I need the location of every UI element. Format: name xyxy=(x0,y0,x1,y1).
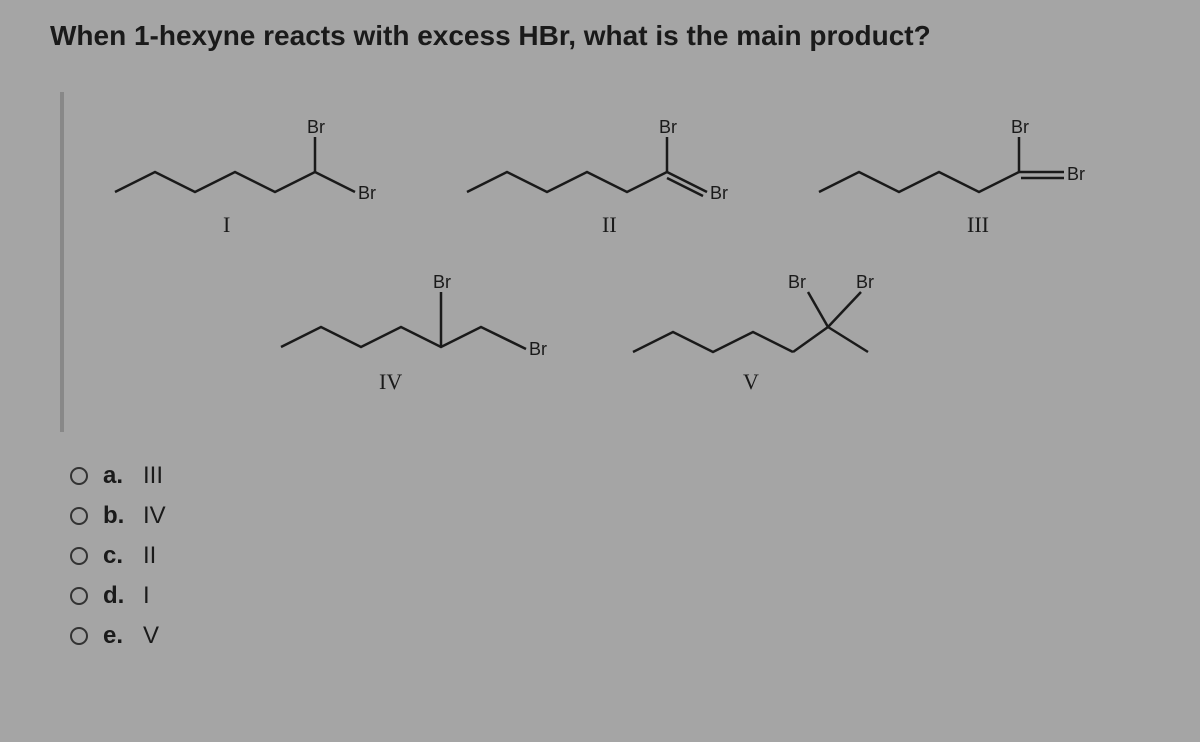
structure-II: Br Br II xyxy=(447,117,777,257)
atom-label: Br xyxy=(529,339,547,359)
option-b[interactable]: b. IV xyxy=(70,502,1150,530)
structure-V: Br Br V xyxy=(613,267,943,407)
option-value: I xyxy=(143,582,150,610)
option-letter: c. xyxy=(103,542,138,570)
atom-label: Br xyxy=(358,183,376,203)
atom-label: Br xyxy=(659,117,677,137)
option-value: III xyxy=(143,462,163,490)
structure-I: Br Br I xyxy=(95,117,425,257)
atom-label: Br xyxy=(1011,117,1029,137)
option-value: IV xyxy=(143,502,166,530)
roman-label-IV: IV xyxy=(379,369,402,394)
structure-IV: Br Br IV xyxy=(251,267,581,407)
option-e[interactable]: e. V xyxy=(70,622,1150,650)
option-letter: a. xyxy=(103,462,138,490)
structures-row-1: Br Br I Br Br II xyxy=(84,112,1140,262)
roman-label-II: II xyxy=(602,212,617,237)
radio-icon[interactable] xyxy=(70,507,88,525)
atom-label: Br xyxy=(433,272,451,292)
structures-row-2: Br Br IV Br Br V xyxy=(84,262,1140,412)
option-value: V xyxy=(143,622,159,650)
atom-label: Br xyxy=(710,183,728,203)
options-list: a. III b. IV c. II d. I e. V xyxy=(70,462,1150,650)
radio-icon[interactable] xyxy=(70,467,88,485)
option-letter: d. xyxy=(103,582,138,610)
diagrams-panel: Br Br I Br Br II xyxy=(60,92,1150,432)
atom-label: Br xyxy=(307,117,325,137)
structure-III: Br Br III xyxy=(799,117,1129,257)
option-value: II xyxy=(143,542,156,570)
radio-icon[interactable] xyxy=(70,547,88,565)
question-text: When 1-hexyne reacts with excess HBr, wh… xyxy=(50,20,1150,52)
option-letter: b. xyxy=(103,502,138,530)
radio-icon[interactable] xyxy=(70,587,88,605)
option-d[interactable]: d. I xyxy=(70,582,1150,610)
roman-label-III: III xyxy=(967,212,989,237)
roman-label-V: V xyxy=(743,369,759,394)
option-letter: e. xyxy=(103,622,138,650)
atom-label: Br xyxy=(856,272,874,292)
radio-icon[interactable] xyxy=(70,627,88,645)
roman-label-I: I xyxy=(223,212,230,237)
option-c[interactable]: c. II xyxy=(70,542,1150,570)
atom-label: Br xyxy=(1067,164,1085,184)
option-a[interactable]: a. III xyxy=(70,462,1150,490)
atom-label: Br xyxy=(788,272,806,292)
